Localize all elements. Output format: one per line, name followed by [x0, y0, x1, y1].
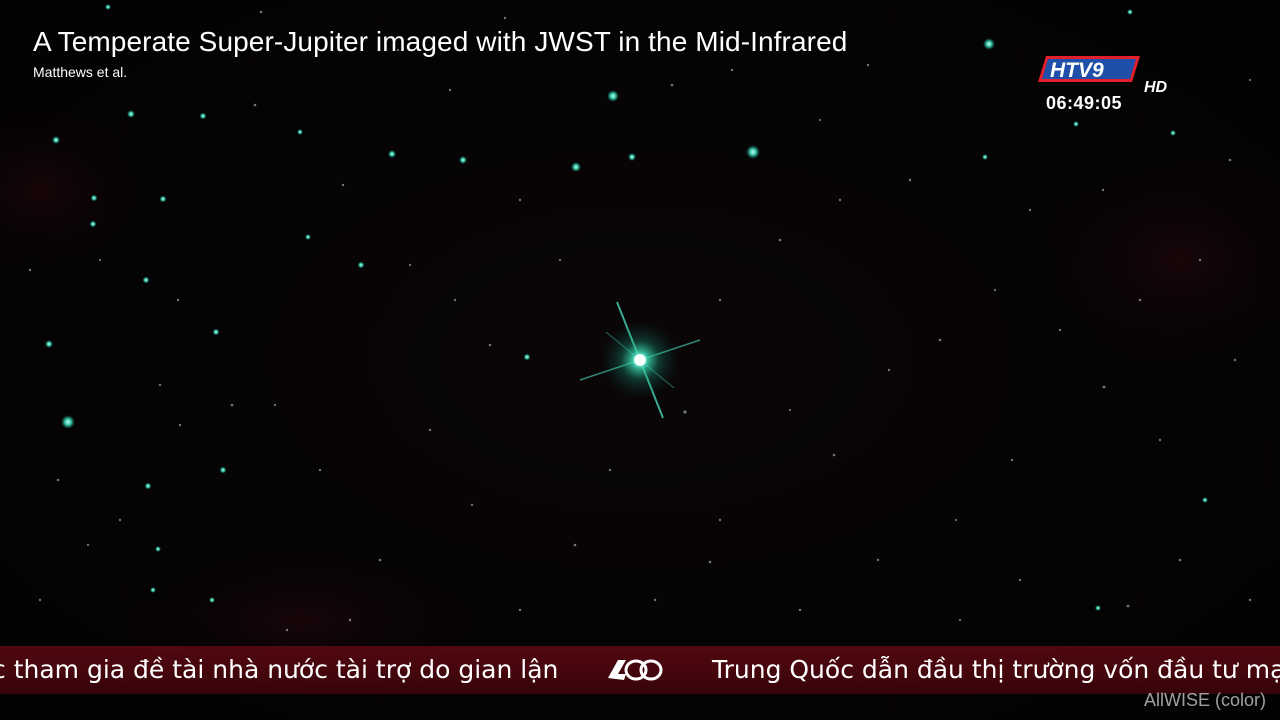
image-source-label: AllWISE (color) — [1143, 690, 1266, 710]
central-star — [579, 301, 701, 419]
news-ticker: c tham gia đề tài nhà nước tài trợ do gi… — [0, 646, 1280, 694]
logo-suffix: HD — [1144, 79, 1168, 96]
video-credit: Matthews et al. — [33, 64, 128, 80]
broadcast-clock: 06:49:05 — [1046, 93, 1123, 113]
ticker-item-right: Trung Quốc dẫn đầu thị trường vốn đầu tư… — [712, 655, 1280, 684]
channel-logo: HTV9 HD — [1038, 56, 1168, 96]
ticker-item-left: c tham gia đề tài nhà nước tài trợ do gi… — [0, 655, 559, 684]
anniversary-badge-icon — [608, 659, 663, 681]
video-title: A Temperate Super-Jupiter imaged with JW… — [33, 26, 848, 57]
logo-text: HTV9 — [1050, 59, 1104, 82]
